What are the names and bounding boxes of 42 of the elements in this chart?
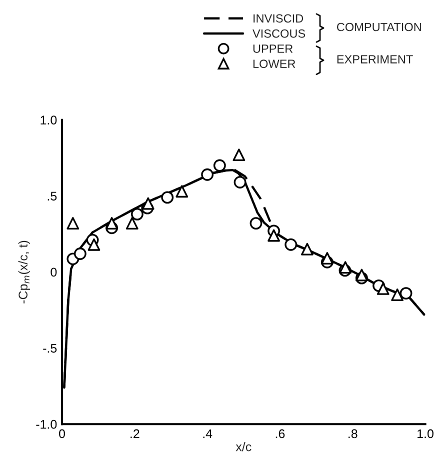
x-axis-title: x/c bbox=[236, 442, 252, 452]
point bbox=[391, 288, 404, 302]
text: EXPERIMENT bbox=[337, 55, 413, 64]
point bbox=[176, 185, 188, 198]
x-tick-label: .4 bbox=[203, 429, 212, 438]
point bbox=[106, 217, 118, 230]
y-tick-label: 0 bbox=[50, 268, 57, 277]
x-tick-label: 0 bbox=[59, 429, 66, 438]
y-tick-label: .5 bbox=[48, 192, 57, 201]
y-tick-label: -.5 bbox=[43, 344, 57, 353]
legend-label: VISCOUS bbox=[252, 29, 306, 38]
x-tick-label: .6 bbox=[276, 429, 285, 438]
x-tick-label: .2 bbox=[130, 429, 140, 438]
point bbox=[131, 208, 144, 220]
x-tick-label: .8 bbox=[348, 429, 358, 438]
x-tick-label: 1.0 bbox=[418, 429, 434, 438]
point bbox=[268, 229, 280, 242]
point bbox=[301, 242, 314, 256]
point bbox=[142, 197, 154, 210]
y-tick-label: 1.0 bbox=[40, 116, 57, 125]
point bbox=[355, 268, 368, 282]
point bbox=[250, 217, 262, 230]
y-tick-label: -1.0 bbox=[36, 420, 57, 429]
point bbox=[74, 248, 86, 260]
point bbox=[234, 176, 246, 188]
point bbox=[201, 168, 214, 181]
legend-label: UPPER bbox=[253, 44, 293, 53]
legend-label: INVISCID bbox=[254, 14, 304, 23]
point bbox=[339, 261, 352, 274]
point bbox=[66, 217, 80, 230]
legend-label: LOWER bbox=[253, 60, 296, 68]
point bbox=[213, 159, 226, 172]
point bbox=[320, 252, 334, 265]
point bbox=[161, 191, 174, 204]
point bbox=[400, 287, 412, 300]
point bbox=[126, 217, 138, 230]
point bbox=[232, 148, 246, 162]
point bbox=[376, 282, 390, 295]
y-axis-title: -Cp$_{m}$(x/c, t) bbox=[18, 240, 30, 304]
point bbox=[284, 238, 298, 251]
point bbox=[88, 238, 100, 251]
text: COMPUTATION bbox=[337, 22, 421, 32]
